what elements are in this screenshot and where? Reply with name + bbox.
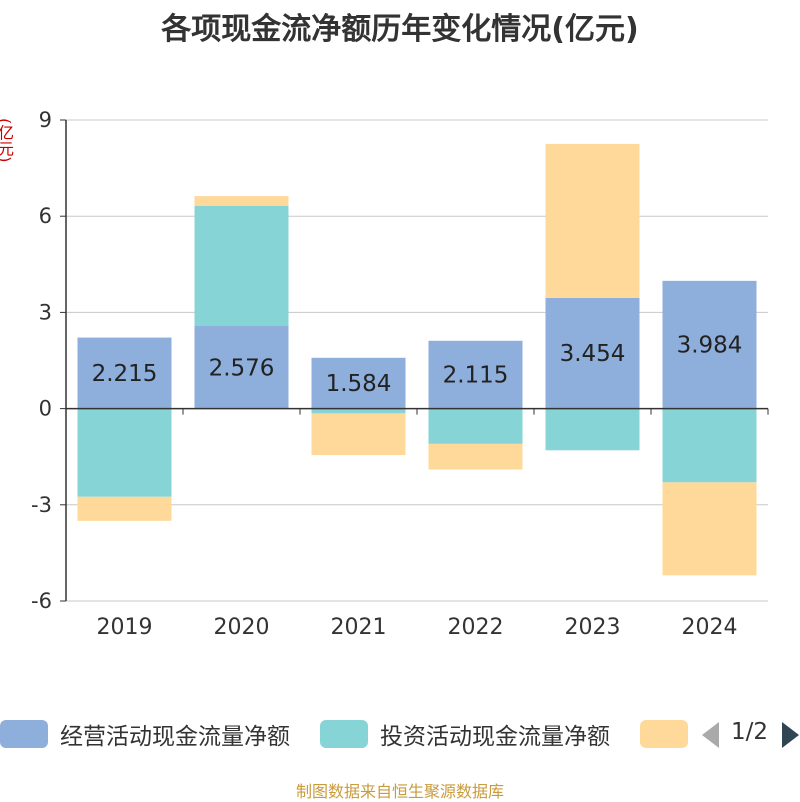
legend: 经营活动现金流量净额 投资活动现金流量净额 [0, 716, 800, 752]
x-tick-label: 2023 [565, 615, 621, 640]
legend-label-operating: 经营活动现金流量净额 [60, 724, 290, 750]
bar-2019-series-2 [77, 408, 172, 497]
y-tick-label: 9 [39, 108, 52, 132]
y-axis-unit-label: (亿元) [0, 118, 14, 163]
stacked-bar-chart: -6 -3 0 3 6 9 2.215 2019 2.576 2020 1.584 2021 2.115… [31, 108, 769, 640]
bar-2022-series-1 [428, 340, 523, 409]
chevron-right-icon[interactable] [782, 722, 799, 748]
data-source-note: 制图数据来自恒生聚源数据库 [295, 782, 504, 801]
legend-item-investing-cash-flow[interactable]: 投资活动现金流量净额 [320, 716, 610, 752]
x-tick-label: 2019 [97, 615, 153, 640]
legend-swatch-third [640, 720, 688, 748]
chart-title: 各项现金流净额历年变化情况(亿元) [161, 12, 639, 47]
bar-2019-series-3 [77, 496, 172, 521]
bar-2020-series-1 [194, 325, 289, 409]
data-label: 1.584 [326, 371, 392, 397]
data-label: 2.576 [209, 355, 275, 381]
legend-swatch-investing [320, 720, 368, 748]
y-tick-label: 3 [39, 300, 52, 324]
bar-2024-series-2 [662, 408, 757, 483]
y-tick-label: -3 [31, 493, 52, 517]
legend-label-investing: 投资活动现金流量净额 [380, 724, 610, 750]
bar-2024-series-1 [662, 280, 757, 409]
y-tick-label: 6 [39, 204, 52, 228]
x-tick-label: 2020 [214, 615, 270, 640]
x-tick-label: 2021 [331, 615, 387, 640]
bar-2020-series-3 [194, 196, 289, 206]
bar-2023-series-1 [545, 297, 640, 409]
legend-item-third-series[interactable] [640, 716, 688, 752]
bar-2021-series-1 [311, 357, 406, 409]
legend-swatch-operating [0, 720, 48, 748]
bar-2022-series-2 [428, 408, 523, 444]
bar-2023-series-2 [545, 408, 640, 451]
legend-pager: 1/2 [700, 716, 800, 752]
data-label: 2.215 [92, 361, 158, 387]
y-tick-label: -6 [31, 589, 52, 613]
y-tick-label: 0 [39, 397, 52, 421]
bar-2021-series-3 [311, 413, 406, 456]
data-label: 2.115 [443, 363, 509, 389]
x-tick-label: 2024 [682, 615, 738, 640]
data-label: 3.984 [677, 333, 743, 359]
bar-2024-series-3 [662, 482, 757, 576]
chevron-left-icon[interactable] [702, 722, 719, 748]
bar-2021-series-2 [311, 408, 406, 414]
bar-2023-series-3 [545, 143, 640, 298]
legend-page-indicator: 1/2 [731, 719, 769, 745]
bar-2022-series-3 [428, 443, 523, 470]
bar-2020-series-2 [194, 205, 289, 326]
legend-item-operating-cash-flow[interactable]: 经营活动现金流量净额 [0, 716, 290, 752]
bar-2019-series-1 [77, 337, 172, 409]
data-label: 3.454 [560, 341, 626, 367]
x-tick-label: 2022 [448, 615, 504, 640]
